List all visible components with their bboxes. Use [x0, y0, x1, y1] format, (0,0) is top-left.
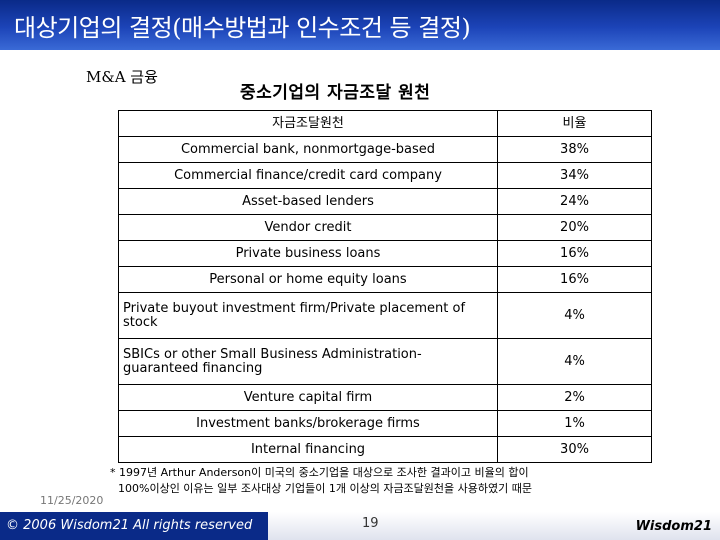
funding-sources-table: 자금조달원천 비율 Commercial bank, nonmortgage-b…	[118, 110, 652, 463]
source-cell: Commercial finance/credit card company	[118, 162, 498, 189]
subject-label: M&A 금융	[86, 68, 158, 86]
footer-bar: © 2006 Wisdom21 All rights reserved 19 W…	[0, 512, 720, 540]
ratio-cell: 20%	[497, 214, 652, 241]
table-row: Internal financing 30%	[118, 436, 652, 463]
source-cell: Commercial bank, nonmortgage-based	[118, 136, 498, 163]
table-row: Investment banks/brokerage firms 1%	[118, 410, 652, 437]
source-cell: Asset-based lenders	[118, 188, 498, 215]
table-header-row: 자금조달원천 비율	[118, 110, 652, 137]
source-cell: Internal financing	[118, 436, 498, 463]
table-row: Vendor credit 20%	[118, 214, 652, 241]
ratio-cell: 24%	[497, 188, 652, 215]
slide-title: 중소기업의 자금조달 원천	[240, 83, 431, 103]
source-cell: Private business loans	[118, 240, 498, 267]
ratio-cell: 4%	[497, 292, 652, 339]
source-cell: Investment banks/brokerage firms	[118, 410, 498, 437]
table-row: SBICs or other Small Business Administra…	[118, 338, 652, 385]
table-row: Personal or home equity loans 16%	[118, 266, 652, 293]
header-source: 자금조달원천	[118, 110, 498, 137]
slide-date: 11/25/2020	[40, 494, 104, 507]
source-cell: Private buyout investment firm/Private p…	[118, 292, 498, 339]
table-row: Commercial bank, nonmortgage-based 38%	[118, 136, 652, 163]
source-cell: Vendor credit	[118, 214, 498, 241]
copyright-text: © 2006 Wisdom21 All rights reserved	[0, 512, 268, 540]
ratio-cell: 16%	[497, 240, 652, 267]
ratio-cell: 1%	[497, 410, 652, 437]
table-row: Commercial finance/credit card company 3…	[118, 162, 652, 189]
header-banner: 대상기업의 결정(매수방법과 인수조건 등 결정)	[0, 0, 720, 50]
ratio-cell: 38%	[497, 136, 652, 163]
page-number: 19	[362, 516, 379, 531]
ratio-cell: 4%	[497, 338, 652, 385]
source-cell: SBICs or other Small Business Administra…	[118, 338, 498, 385]
ratio-cell: 30%	[497, 436, 652, 463]
header-title: 대상기업의 결정(매수방법과 인수조건 등 결정)	[14, 14, 471, 42]
footnote-line-1: * 1997년 Arthur Anderson이 미국의 중소기업을 대상으로 …	[110, 466, 529, 479]
source-cell: Venture capital firm	[118, 384, 498, 411]
ratio-cell: 16%	[497, 266, 652, 293]
table-row: Asset-based lenders 24%	[118, 188, 652, 215]
footnote: * 1997년 Arthur Anderson이 미국의 중소기업을 대상으로 …	[110, 465, 680, 497]
footnote-line-2: 100%이상인 이유는 일부 조사대상 기업들이 1개 이상의 자금조달원천을 …	[118, 482, 532, 495]
source-cell: Personal or home equity loans	[118, 266, 498, 293]
table-row: Private buyout investment firm/Private p…	[118, 292, 652, 339]
ratio-cell: 2%	[497, 384, 652, 411]
header-ratio: 비율	[497, 110, 652, 137]
table-row: Venture capital firm 2%	[118, 384, 652, 411]
ratio-cell: 34%	[497, 162, 652, 189]
brand-logo-text: Wisdom21	[635, 519, 712, 534]
table-row: Private business loans 16%	[118, 240, 652, 267]
